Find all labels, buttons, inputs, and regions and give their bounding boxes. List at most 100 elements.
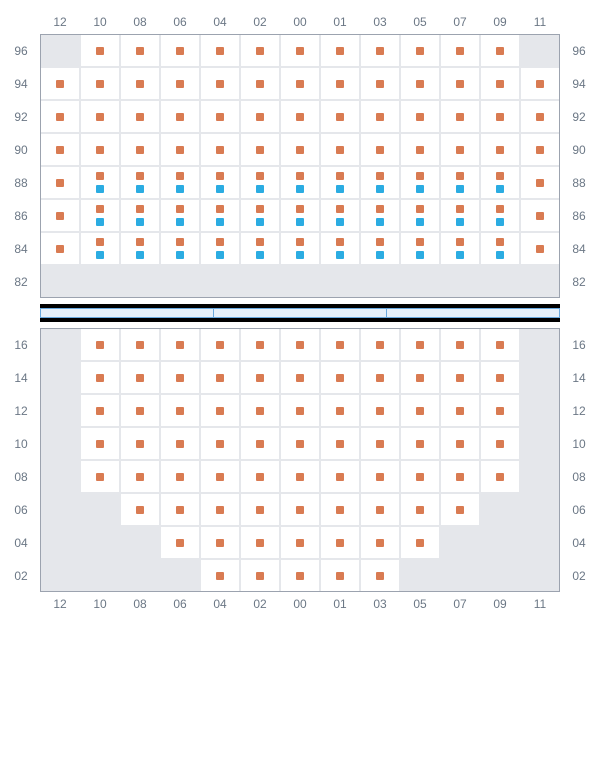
seat-cell[interactable] <box>160 493 200 526</box>
seat-cell[interactable] <box>320 199 360 232</box>
seat-cell[interactable] <box>160 361 200 394</box>
seat-cell[interactable] <box>200 166 240 199</box>
seat-cell[interactable] <box>120 34 160 67</box>
seat-cell[interactable] <box>280 328 320 361</box>
seat-cell[interactable] <box>400 427 440 460</box>
seat-cell[interactable] <box>40 133 80 166</box>
seat-cell[interactable] <box>280 100 320 133</box>
seat-cell[interactable] <box>200 493 240 526</box>
seat-cell[interactable] <box>440 232 480 265</box>
seat-cell[interactable] <box>240 361 280 394</box>
seat-cell[interactable] <box>160 199 200 232</box>
seat-cell[interactable] <box>80 460 120 493</box>
seat-cell[interactable] <box>280 232 320 265</box>
seat-cell[interactable] <box>320 133 360 166</box>
seat-cell[interactable] <box>360 34 400 67</box>
seat-cell[interactable] <box>360 559 400 592</box>
seat-cell[interactable] <box>480 133 520 166</box>
seat-cell[interactable] <box>240 559 280 592</box>
seat-cell[interactable] <box>120 232 160 265</box>
seat-cell[interactable] <box>400 34 440 67</box>
seat-cell[interactable] <box>80 199 120 232</box>
seat-cell[interactable] <box>360 232 400 265</box>
seat-cell[interactable] <box>480 34 520 67</box>
seat-cell[interactable] <box>400 166 440 199</box>
seat-cell[interactable] <box>480 328 520 361</box>
seat-cell[interactable] <box>280 427 320 460</box>
seat-cell[interactable] <box>80 67 120 100</box>
seat-cell[interactable] <box>240 133 280 166</box>
seat-cell[interactable] <box>200 328 240 361</box>
seat-cell[interactable] <box>440 394 480 427</box>
seat-cell[interactable] <box>200 394 240 427</box>
seat-cell[interactable] <box>80 34 120 67</box>
seat-cell[interactable] <box>360 199 400 232</box>
seat-cell[interactable] <box>240 394 280 427</box>
seat-cell[interactable] <box>240 526 280 559</box>
seat-cell[interactable] <box>440 328 480 361</box>
seat-cell[interactable] <box>240 328 280 361</box>
seat-cell[interactable] <box>480 166 520 199</box>
seat-cell[interactable] <box>160 328 200 361</box>
seat-cell[interactable] <box>280 199 320 232</box>
seat-cell[interactable] <box>520 133 560 166</box>
seat-cell[interactable] <box>400 361 440 394</box>
seat-cell[interactable] <box>200 427 240 460</box>
seat-cell[interactable] <box>160 427 200 460</box>
seat-cell[interactable] <box>480 394 520 427</box>
seat-cell[interactable] <box>480 361 520 394</box>
seat-cell[interactable] <box>400 328 440 361</box>
seat-cell[interactable] <box>240 493 280 526</box>
seat-cell[interactable] <box>120 133 160 166</box>
seat-cell[interactable] <box>80 427 120 460</box>
seat-cell[interactable] <box>160 526 200 559</box>
seat-cell[interactable] <box>400 526 440 559</box>
seat-cell[interactable] <box>120 199 160 232</box>
seat-cell[interactable] <box>120 394 160 427</box>
seat-cell[interactable] <box>360 100 400 133</box>
seat-cell[interactable] <box>280 460 320 493</box>
seat-cell[interactable] <box>320 526 360 559</box>
seat-cell[interactable] <box>440 460 480 493</box>
seat-cell[interactable] <box>80 232 120 265</box>
seat-cell[interactable] <box>240 460 280 493</box>
seat-cell[interactable] <box>400 394 440 427</box>
seat-cell[interactable] <box>240 427 280 460</box>
seat-cell[interactable] <box>360 133 400 166</box>
seat-cell[interactable] <box>360 394 400 427</box>
seat-cell[interactable] <box>160 232 200 265</box>
seat-cell[interactable] <box>320 361 360 394</box>
seat-cell[interactable] <box>200 34 240 67</box>
seat-cell[interactable] <box>480 100 520 133</box>
seat-cell[interactable] <box>440 199 480 232</box>
seat-cell[interactable] <box>80 361 120 394</box>
seat-cell[interactable] <box>80 394 120 427</box>
seat-cell[interactable] <box>440 133 480 166</box>
seat-cell[interactable] <box>360 493 400 526</box>
seat-cell[interactable] <box>280 493 320 526</box>
seat-cell[interactable] <box>320 232 360 265</box>
seat-cell[interactable] <box>440 166 480 199</box>
seat-cell[interactable] <box>120 427 160 460</box>
seat-cell[interactable] <box>280 559 320 592</box>
seat-cell[interactable] <box>200 199 240 232</box>
seat-cell[interactable] <box>280 166 320 199</box>
seat-cell[interactable] <box>200 133 240 166</box>
seat-cell[interactable] <box>160 133 200 166</box>
seat-cell[interactable] <box>360 166 400 199</box>
seat-cell[interactable] <box>240 166 280 199</box>
seat-cell[interactable] <box>320 34 360 67</box>
seat-cell[interactable] <box>440 493 480 526</box>
seat-cell[interactable] <box>480 199 520 232</box>
seat-cell[interactable] <box>160 460 200 493</box>
seat-cell[interactable] <box>240 232 280 265</box>
seat-cell[interactable] <box>240 67 280 100</box>
seat-cell[interactable] <box>320 460 360 493</box>
seat-cell[interactable] <box>400 232 440 265</box>
seat-cell[interactable] <box>320 394 360 427</box>
seat-cell[interactable] <box>280 67 320 100</box>
seat-cell[interactable] <box>400 460 440 493</box>
seat-cell[interactable] <box>280 133 320 166</box>
seat-cell[interactable] <box>400 100 440 133</box>
seat-cell[interactable] <box>320 427 360 460</box>
